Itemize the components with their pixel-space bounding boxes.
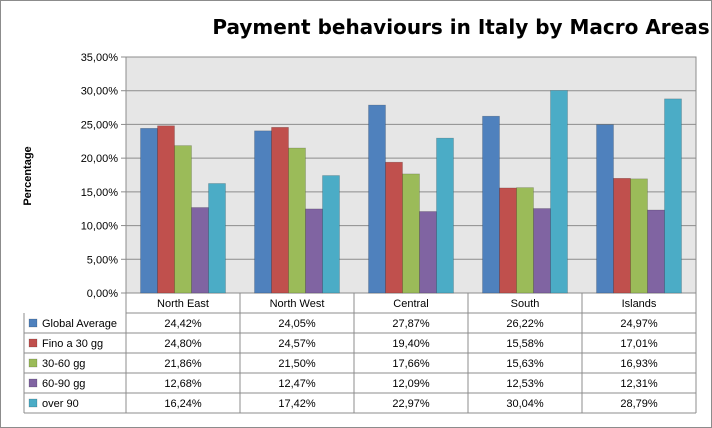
category-label: North West: [270, 298, 325, 310]
bar: [402, 173, 420, 294]
table-cell: 17,01%: [620, 338, 658, 350]
table-cell: 19,40%: [392, 338, 430, 350]
bar: [208, 183, 226, 294]
bar: [254, 130, 272, 294]
table-cell: 24,57%: [278, 338, 316, 350]
table-cell: 17,42%: [278, 398, 316, 410]
bar: [419, 211, 437, 294]
table-cell: 15,63%: [506, 358, 544, 370]
bar: [533, 208, 551, 294]
bars: [140, 90, 682, 294]
legend-key: [28, 378, 38, 388]
y-tick-label: 0,00%: [87, 288, 118, 300]
y-axis-label: Percentage: [22, 146, 34, 205]
table-cell: 17,66%: [392, 358, 430, 370]
category-label: South: [511, 298, 540, 310]
table-cell: 12,68%: [164, 378, 202, 390]
table-cell: 12,47%: [278, 378, 316, 390]
table-cell: 22,97%: [392, 398, 430, 410]
table-cell: 27,87%: [392, 318, 430, 330]
bar: [385, 161, 403, 294]
legend-label: Fino a 30 gg: [42, 338, 103, 350]
table-cell: 12,53%: [506, 378, 544, 390]
bar: [516, 187, 534, 294]
table-cell: 21,50%: [278, 358, 316, 370]
legend-label: 30-60 gg: [42, 358, 85, 370]
bar: [596, 124, 614, 294]
bar: [499, 187, 517, 294]
bar: [271, 127, 289, 294]
table-cell: 16,24%: [164, 398, 202, 410]
bar: [664, 98, 682, 294]
table-cell: 12,31%: [620, 378, 658, 390]
chart-title: Payment behaviours in Italy by Macro Are…: [212, 15, 709, 39]
table-cell: 30,04%: [506, 398, 544, 410]
bar: [322, 175, 340, 294]
y-tick-labels: 0,00% 5,00% 10,00% 15,00% 20,00% 25,00% 30,00%…: [81, 52, 119, 300]
bar: [550, 90, 568, 294]
table-cell: 26,22%: [506, 318, 544, 330]
category-label: Islands: [622, 298, 657, 310]
legend-key: [28, 318, 38, 328]
table-cell: 12,09%: [392, 378, 430, 390]
bar: [174, 145, 192, 294]
legend-label: 60-90 gg: [42, 378, 85, 390]
table-cell: 16,93%: [620, 358, 658, 370]
legend-label: Global Average: [42, 318, 117, 330]
bar: [288, 147, 306, 294]
bar: [647, 209, 665, 294]
legend-label: over 90: [42, 398, 79, 410]
bar: [305, 208, 323, 294]
table-cell: 24,80%: [164, 338, 202, 350]
table-cell: 28,79%: [620, 398, 658, 410]
table-cell: 15,58%: [506, 338, 544, 350]
category-label: North East: [157, 298, 209, 310]
table-cell: 24,05%: [278, 318, 316, 330]
data-table: North East North West Central South Islands G…: [23, 293, 697, 414]
y-tick-label: 25,00%: [81, 119, 119, 131]
legend-key: [28, 398, 38, 408]
legend-key: [28, 358, 38, 368]
bar: [630, 178, 648, 294]
table-cell: 24,42%: [164, 318, 202, 330]
bar: [140, 128, 158, 294]
table-cell: 21,86%: [164, 358, 202, 370]
legend-key: [28, 338, 38, 348]
table-cell: 24,97%: [620, 318, 658, 330]
bar: [482, 115, 500, 294]
y-tick-label: 35,00%: [81, 52, 119, 64]
category-label: Central: [393, 298, 428, 310]
bar: [368, 104, 386, 294]
y-tick-label: 15,00%: [81, 187, 119, 199]
y-tick-label: 30,00%: [81, 86, 119, 98]
bar: [436, 137, 454, 294]
bar: [613, 178, 631, 294]
y-tick-label: 10,00%: [81, 221, 119, 233]
bar: [191, 207, 209, 294]
y-tick-label: 20,00%: [81, 153, 119, 165]
y-tick-label: 5,00%: [87, 254, 118, 266]
bar: [157, 125, 175, 294]
